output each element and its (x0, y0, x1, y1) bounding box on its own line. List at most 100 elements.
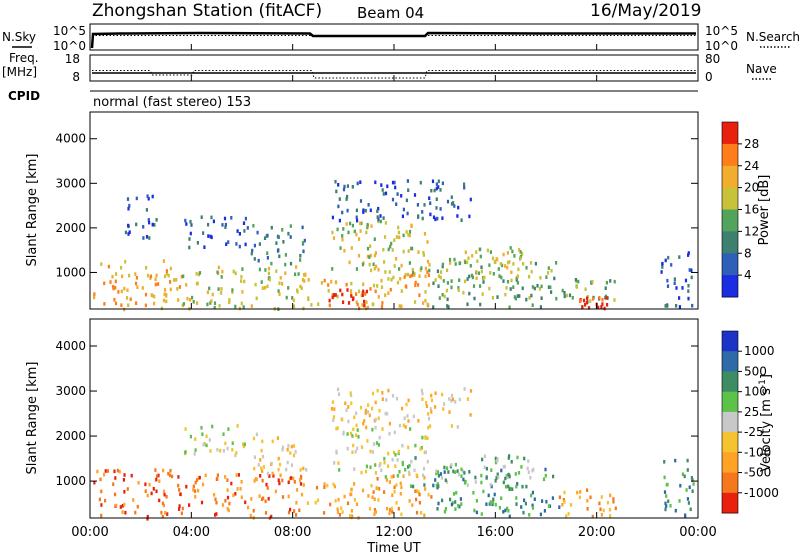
data-cell (545, 499, 548, 504)
colorbar-swatch (722, 253, 738, 276)
data-cell (332, 482, 335, 487)
data-cell (270, 461, 273, 466)
freq-tick-bottom: 8 (72, 70, 80, 84)
data-cell (434, 278, 437, 282)
data-cell (345, 408, 348, 412)
data-cell (326, 483, 329, 488)
data-cell (323, 511, 326, 515)
data-cell (153, 301, 156, 306)
data-cell (421, 210, 424, 214)
data-cell (422, 301, 425, 305)
data-cell (270, 225, 273, 230)
data-cell (315, 485, 319, 490)
data-cell (141, 286, 144, 290)
data-cell (295, 513, 298, 517)
data-cell (517, 471, 521, 475)
data-cell (179, 492, 182, 496)
data-cell (558, 505, 561, 509)
data-cell (137, 481, 140, 485)
data-cell (510, 270, 513, 275)
data-cell (462, 469, 465, 474)
data-cell (612, 499, 615, 504)
data-cell (379, 214, 382, 218)
data-cell (443, 470, 446, 474)
data-cell (574, 278, 577, 282)
data-cell (406, 179, 409, 183)
data-cell (407, 398, 410, 403)
data-cell (367, 494, 370, 498)
data-cell (390, 277, 393, 282)
data-cell (411, 503, 414, 507)
data-cell (271, 439, 274, 444)
data-cell (502, 279, 505, 283)
nsky-tick-bottom: 10^0 (53, 39, 86, 53)
data-cell (338, 513, 341, 517)
data-cell (114, 285, 117, 290)
data-cell (204, 473, 207, 478)
data-cell (373, 253, 377, 258)
data-cell (412, 484, 415, 489)
data-cell (427, 492, 430, 497)
data-cell (389, 287, 392, 292)
data-cell (189, 219, 192, 224)
data-cell (103, 302, 106, 306)
data-cell (363, 419, 366, 423)
data-cell (391, 510, 394, 514)
data-cell (450, 393, 453, 398)
data-cell (274, 489, 277, 494)
data-cell (142, 225, 145, 229)
data-cell (213, 493, 216, 497)
data-cell (281, 445, 285, 450)
data-cell (586, 296, 589, 301)
data-cell (231, 290, 234, 294)
data-cell (352, 443, 355, 448)
data-cell (443, 465, 446, 470)
data-cell (360, 470, 363, 475)
data-cell (196, 301, 199, 305)
data-cell (136, 504, 139, 509)
data-cell (184, 218, 187, 223)
data-cell (551, 496, 554, 500)
data-cell (107, 264, 110, 269)
data-cell (299, 474, 303, 479)
data-cell (508, 514, 511, 519)
data-cell (371, 302, 374, 307)
data-cell (488, 286, 491, 291)
data-cell (578, 495, 581, 500)
data-cell (214, 497, 217, 502)
data-cell (176, 287, 179, 291)
data-cell (153, 223, 156, 227)
data-cell (367, 203, 370, 207)
data-cell (164, 511, 167, 515)
data-cell (241, 267, 244, 271)
data-cell (355, 433, 358, 437)
data-cell (284, 262, 287, 267)
data-cell (432, 215, 436, 220)
data-cell (377, 217, 380, 222)
data-cell (506, 279, 510, 284)
data-cell (365, 289, 368, 294)
data-cell (135, 301, 138, 305)
data-cell (228, 298, 231, 302)
data-cell (392, 275, 395, 280)
data-cell (427, 425, 430, 430)
data-cell (334, 499, 337, 503)
data-cell (424, 298, 427, 303)
data-cell (441, 498, 444, 503)
data-cell (196, 281, 199, 286)
data-cell (351, 185, 354, 189)
data-cell (443, 509, 446, 514)
data-cell (210, 215, 213, 220)
colorbar-swatch (722, 452, 738, 473)
data-cell (331, 400, 334, 404)
data-cell (281, 228, 284, 232)
time-tick-label: 20:00 (578, 525, 615, 540)
data-cell (533, 497, 536, 501)
data-cell (341, 292, 344, 297)
data-cell (234, 492, 237, 496)
data-cell (126, 288, 129, 293)
data-cell (374, 425, 377, 430)
data-cell (250, 497, 253, 501)
data-cell (405, 402, 408, 407)
nsky-strip: N.Sky 10^5 10^0 10^5 10^0 N.Search (2, 23, 800, 53)
